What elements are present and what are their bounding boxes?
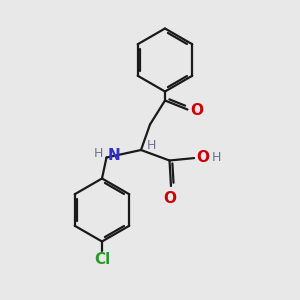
Text: O: O	[190, 103, 203, 118]
Text: N: N	[108, 148, 121, 164]
Text: O: O	[163, 191, 176, 206]
Text: H: H	[212, 151, 221, 164]
Text: H: H	[146, 139, 156, 152]
Text: Cl: Cl	[94, 252, 110, 267]
Text: O: O	[196, 150, 209, 165]
Text: H: H	[94, 147, 103, 161]
